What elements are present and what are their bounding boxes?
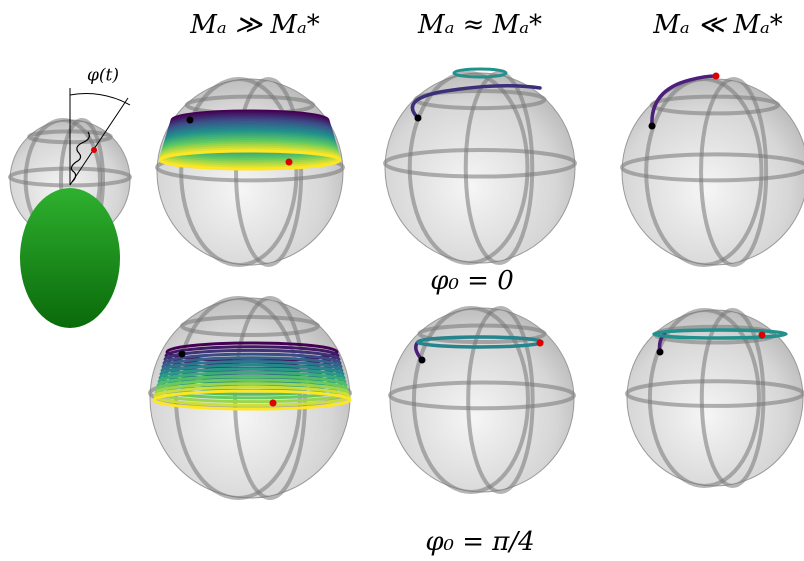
trajectory [410, 84, 542, 120]
tilt-line [69, 97, 129, 186]
spring [70, 131, 90, 183]
marker [91, 147, 97, 153]
longitude [644, 77, 764, 267]
longitude [411, 306, 530, 494]
column-header: Mₐ ≈ Mₐ* [417, 10, 542, 40]
trajectory-ring [153, 385, 351, 407]
body [20, 188, 120, 328]
end-point [536, 339, 544, 347]
angle-arc [69, 93, 131, 106]
longitude [463, 71, 535, 265]
start-point [414, 114, 422, 122]
latitude [625, 379, 804, 408]
trajectories [152, 67, 788, 411]
start-point [178, 350, 186, 358]
longitude [466, 306, 535, 494]
trajectory-cap [452, 67, 508, 79]
trajectory-ring [158, 149, 342, 171]
trajectory-ring [152, 389, 352, 411]
start-point [656, 348, 664, 356]
column-header: Mₐ ≪ Mₐ* [652, 10, 783, 40]
angle-label: φ(t) [87, 66, 119, 86]
column-header: Mₐ ≫ Mₐ* [189, 10, 320, 40]
trajectory [650, 74, 718, 128]
spheres [8, 71, 804, 500]
start-point [648, 122, 656, 130]
sphere [156, 78, 344, 266]
latitude [620, 152, 804, 183]
longitude [647, 308, 762, 488]
longitude [699, 308, 766, 488]
longitude [407, 71, 530, 265]
trajectory-ring [154, 382, 350, 404]
trajectory-ring [652, 328, 788, 340]
row-label: φ₀ = 0 [430, 266, 513, 296]
start-point [186, 116, 194, 124]
latitude [383, 147, 577, 179]
trajectory-ring [156, 374, 348, 396]
latitude [388, 380, 576, 411]
row-label: φ₀ = π/4 [425, 527, 534, 557]
start-point [418, 356, 426, 364]
longitude [699, 77, 769, 267]
end-point [285, 158, 293, 166]
longitude [234, 77, 304, 267]
trajectory-ring [155, 378, 349, 400]
longitude [179, 77, 299, 267]
end-point [269, 399, 277, 407]
end-point [758, 331, 766, 339]
end-point [712, 72, 720, 80]
